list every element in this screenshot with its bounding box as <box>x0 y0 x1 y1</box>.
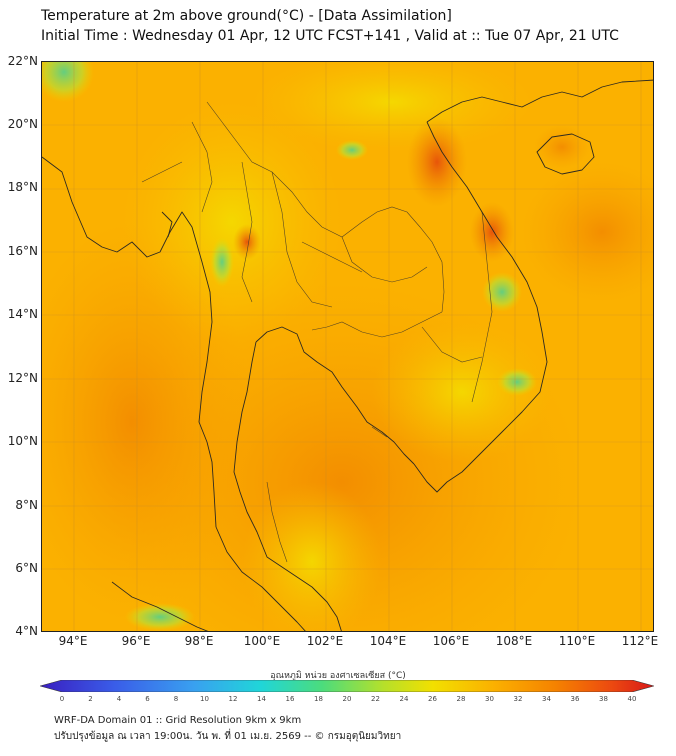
footer-line-2: ปรับปรุงข้อมูล ณ เวลา 19:00น. วัน พ. ที่… <box>54 731 402 742</box>
lat-label-10: 10°N <box>7 434 38 448</box>
colorbar-tick-label: 18 <box>314 695 323 703</box>
colorbar-tick-label: 0 <box>59 695 65 703</box>
thailand-north-border <box>206 101 445 313</box>
myanmar-internal <box>191 121 213 213</box>
hot-patch-vietnam <box>407 117 467 207</box>
vietnam-coast <box>413 121 548 493</box>
colorbar-tick-label: 4 <box>116 695 122 703</box>
colorbar-tick-label: 8 <box>173 695 179 703</box>
cool-patch-annamite <box>482 272 522 312</box>
myanmar-coast <box>42 156 217 528</box>
lat-label-14: 14°N <box>7 307 38 321</box>
china-coast <box>426 79 653 123</box>
colorbar-tick-label: 22 <box>371 695 380 703</box>
admin-borders <box>141 101 493 563</box>
hot-patch-myanmar <box>233 224 261 260</box>
colorbar <box>40 680 654 692</box>
chart-title: Temperature at 2m above ground(°C) - [Da… <box>41 6 619 46</box>
colorbar-tick-label: 32 <box>513 695 523 703</box>
hot-patch-laos <box>470 202 514 262</box>
lon-label-106: 106°E <box>432 634 470 648</box>
lon-label-102: 102°E <box>306 634 344 648</box>
colorbar-tick-label: 10 <box>200 695 209 703</box>
colorbar-tick-label: 38 <box>599 695 608 703</box>
lat-label-16: 16°N <box>7 244 38 258</box>
cool-patch-vietnam-highland <box>497 368 537 396</box>
graticule <box>42 62 653 631</box>
colorbar-tick-label: 12 <box>228 695 238 703</box>
title-line-1: Temperature at 2m above ground(°C) - [Da… <box>41 8 452 24</box>
north-yellow <box>252 62 532 152</box>
gulf-thailand-coast <box>255 326 415 465</box>
hainan-island <box>536 133 595 175</box>
colorbar-tick-label: 30 <box>485 695 494 703</box>
map-canvas <box>42 62 653 631</box>
peninsula-yellow <box>242 482 382 631</box>
colorbar-tick-label: 20 <box>342 695 352 703</box>
colorbar-fill <box>40 680 654 692</box>
colorbar-tick-label: 40 <box>627 695 637 703</box>
lon-label-100: 100°E <box>243 634 281 648</box>
river-mouth <box>371 426 388 438</box>
temperature-map[interactable] <box>41 61 654 632</box>
thailand-cambodia-border <box>311 311 443 338</box>
colorbar-tick-label: 34 <box>542 695 551 703</box>
lon-label-98: 98°E <box>184 634 214 648</box>
lat-label-6: 6°N <box>15 561 38 575</box>
colorbar-title: อุณหภูมิ หน่วย องศาเซลเซียส (°C) <box>270 671 406 681</box>
colorbar-tick-label: 16 <box>285 695 295 703</box>
province-lines-3 <box>301 241 363 273</box>
coastlines <box>42 79 653 631</box>
lat-label-22: 22°N <box>7 54 38 68</box>
province-lines-1 <box>271 171 333 308</box>
cool-patch-sumatra <box>125 603 195 631</box>
colorbar-tick-label: 26 <box>428 695 437 703</box>
lon-label-96: 96°E <box>121 634 151 648</box>
lon-label-108: 108°E <box>495 634 533 648</box>
lat-label-8: 8°N <box>15 498 38 512</box>
laos-vietnam-border <box>471 211 493 403</box>
sumatra-coast <box>111 581 209 631</box>
peninsula-east-coast <box>233 341 342 631</box>
cool-patch-north <box>336 140 368 160</box>
myanmar-yellow <box>122 102 342 342</box>
lat-label-4: 4°N <box>15 624 38 638</box>
colorbar-tick-label: 36 <box>570 695 580 703</box>
title-line-2: Initial Time : Wednesday 01 Apr, 12 UTC … <box>41 28 619 44</box>
colorbar-tick-label: 28 <box>456 695 466 703</box>
myanmar-thai-border <box>241 161 253 303</box>
myanmar-internal-2 <box>141 161 183 183</box>
lat-label-18: 18°N <box>7 180 38 194</box>
lon-label-94: 94°E <box>58 634 88 648</box>
colorbar-tick-label: 2 <box>88 695 93 703</box>
cool-patch-nw <box>42 62 94 102</box>
lon-label-110: 110°E <box>558 634 596 648</box>
footer-line-1: WRF-DA Domain 01 :: Grid Resolution 9km … <box>54 715 302 726</box>
colorbar-tick-label: 6 <box>145 695 150 703</box>
peninsula-west-coast <box>215 526 306 631</box>
cambodia-border <box>421 326 483 363</box>
gulf-tonkin-warm <box>522 162 653 302</box>
lat-label-20: 20°N <box>7 117 38 131</box>
province-lines-2 <box>341 236 428 283</box>
bay-islands <box>161 211 173 238</box>
lat-label-12: 12°N <box>7 371 38 385</box>
colorbar-tick-label: 14 <box>257 695 266 703</box>
lon-label-104: 104°E <box>369 634 407 648</box>
peninsula-province <box>266 481 288 563</box>
cool-patch-myanmar-border <box>210 237 234 287</box>
colorbar-tick-label: 24 <box>399 695 409 703</box>
lon-label-112: 112°E <box>621 634 659 648</box>
